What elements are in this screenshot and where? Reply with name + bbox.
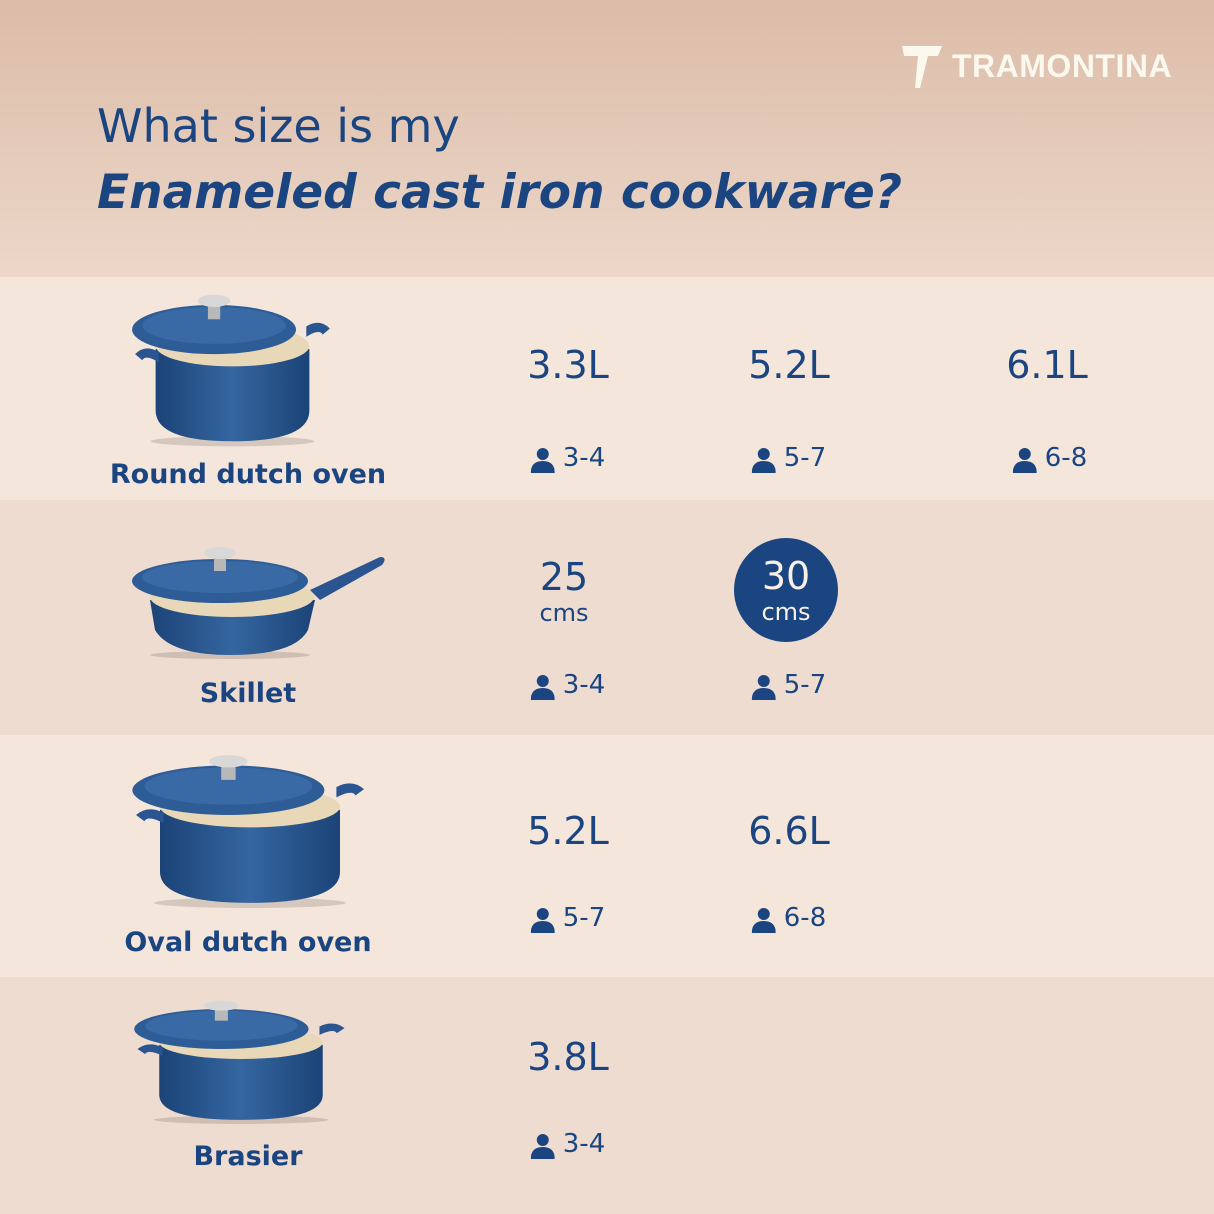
title-line-1: What size is my [97, 99, 460, 153]
size-number: 30 [761, 554, 811, 598]
product-row-brasier: Brasier 3.8L 3-4 [0, 977, 1214, 1214]
serves-count: 6-8 [1044, 443, 1088, 473]
product-name: Oval dutch oven [124, 927, 372, 958]
serves: 6-8 [1013, 443, 1087, 473]
serves: 5-7 [752, 670, 826, 700]
person-icon [531, 674, 555, 700]
product-name: Round dutch oven [109, 459, 387, 490]
size-value: 3.8L [527, 1035, 609, 1079]
size-value-highlighted: 30 cms [734, 538, 838, 642]
product-name: Brasier [193, 1141, 303, 1172]
brand-name: TRAMONTINA [952, 47, 1173, 84]
size-value: 6.1L [1006, 343, 1088, 387]
serves-count: 5-7 [562, 903, 606, 933]
serves: 3-4 [531, 670, 605, 700]
size-unit: cms [539, 598, 589, 627]
serves-count: 5-7 [783, 670, 827, 700]
size-unit: cms [761, 597, 811, 626]
serves: 5-7 [531, 903, 605, 933]
tramontina-t-icon [902, 46, 942, 88]
size-value: 5.2L [527, 809, 609, 853]
title-line-2: Enameled cast iron cookware? [97, 165, 903, 220]
size-value: 5.2L [748, 343, 830, 387]
person-icon [531, 1133, 555, 1159]
product-row-round-dutch-oven: Round dutch oven 3.3L 5.2L 6.1L 3-4 5-7 … [0, 277, 1214, 500]
oval-dutch-oven-image [130, 753, 370, 908]
product-name: Skillet [199, 678, 297, 709]
serves-count: 6-8 [783, 903, 827, 933]
round-dutch-oven-image [130, 292, 335, 447]
serves-count: 3-4 [562, 443, 606, 473]
person-icon [531, 907, 555, 933]
skillet-image [132, 547, 385, 659]
size-value: 3.3L [527, 343, 609, 387]
serves-count: 5-7 [783, 443, 827, 473]
serves: 3-4 [531, 1129, 605, 1159]
serves: 5-7 [752, 443, 826, 473]
serves-count: 3-4 [562, 1129, 606, 1159]
person-icon [752, 907, 776, 933]
product-row-oval-dutch-oven: Oval dutch oven 5.2L 6.6L 5-7 6-8 [0, 735, 1214, 977]
serves: 3-4 [531, 443, 605, 473]
header [0, 0, 1214, 277]
person-icon [1013, 447, 1037, 473]
serves: 6-8 [752, 903, 826, 933]
person-icon [531, 447, 555, 473]
size-number: 25 [539, 555, 589, 599]
person-icon [752, 674, 776, 700]
serves-count: 3-4 [562, 670, 606, 700]
product-row-skillet: Skillet 25 cms 30 cms 3-4 5-7 [0, 500, 1214, 735]
size-value: 6.6L [748, 809, 830, 853]
size-value: 25 cms [504, 555, 624, 627]
brasier-image [132, 999, 350, 1124]
person-icon [752, 447, 776, 473]
brand-logo: TRAMONTINA [902, 44, 1172, 88]
